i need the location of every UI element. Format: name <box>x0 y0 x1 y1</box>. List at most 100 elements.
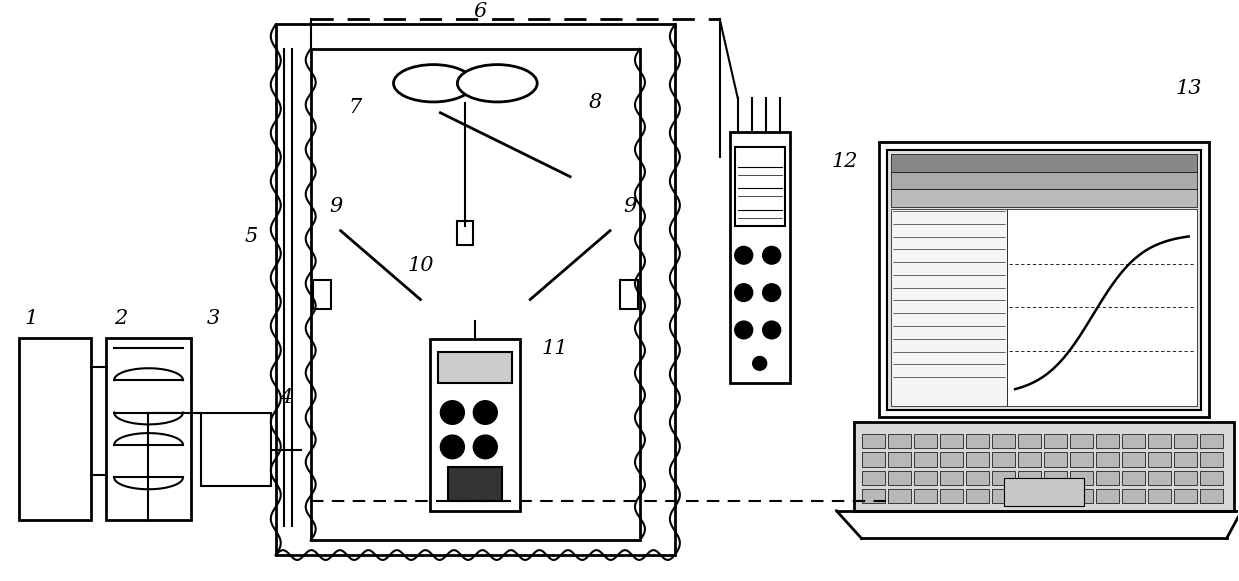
Text: 8: 8 <box>589 94 602 113</box>
Bar <box>862 453 886 467</box>
Text: 3: 3 <box>206 309 219 328</box>
Bar <box>107 338 191 519</box>
Text: 5: 5 <box>244 227 258 246</box>
Text: 1: 1 <box>25 309 38 328</box>
Bar <box>880 142 1209 417</box>
Circle shape <box>763 321 781 339</box>
Text: 13: 13 <box>1176 78 1202 98</box>
Bar <box>311 49 641 540</box>
Bar <box>1097 453 1119 467</box>
Bar <box>914 471 937 485</box>
Bar <box>1199 471 1223 485</box>
Bar <box>1199 453 1223 467</box>
Bar <box>914 489 937 503</box>
Bar <box>940 471 963 485</box>
Bar <box>940 489 963 503</box>
Bar <box>992 453 1015 467</box>
Bar <box>1018 453 1041 467</box>
Bar <box>1044 471 1067 485</box>
Bar <box>887 150 1201 410</box>
Bar <box>620 280 638 309</box>
Bar <box>862 489 886 503</box>
Bar <box>1173 453 1197 467</box>
Bar <box>1018 489 1041 503</box>
Bar <box>992 434 1015 449</box>
Bar <box>992 471 1015 485</box>
Bar <box>1121 453 1145 467</box>
Bar <box>457 221 473 245</box>
Bar <box>891 209 1007 406</box>
Text: 9: 9 <box>330 196 342 216</box>
Bar <box>1018 434 1041 449</box>
Bar <box>735 147 784 226</box>
Bar <box>888 471 912 485</box>
Ellipse shape <box>457 64 538 102</box>
Bar <box>1097 471 1119 485</box>
Circle shape <box>440 435 465 459</box>
Bar <box>1121 489 1145 503</box>
Bar <box>1097 489 1119 503</box>
Text: 4: 4 <box>279 388 292 407</box>
Circle shape <box>735 246 753 264</box>
Bar <box>888 453 912 467</box>
Bar <box>888 434 912 449</box>
Bar <box>1044 434 1067 449</box>
Bar <box>1007 209 1197 406</box>
Ellipse shape <box>394 64 473 102</box>
Text: 12: 12 <box>831 152 857 171</box>
Bar <box>1044 453 1067 467</box>
Bar <box>1147 489 1171 503</box>
Circle shape <box>473 435 497 459</box>
Bar <box>1173 471 1197 485</box>
Text: 6: 6 <box>473 2 487 21</box>
Bar <box>1070 471 1093 485</box>
Bar <box>1147 434 1171 449</box>
Bar <box>966 453 989 467</box>
Bar <box>940 434 963 449</box>
Text: 9: 9 <box>623 196 637 216</box>
Bar <box>1070 453 1093 467</box>
Bar <box>891 172 1197 189</box>
Text: 7: 7 <box>349 98 362 117</box>
Bar <box>992 489 1015 503</box>
Bar <box>1199 489 1223 503</box>
Bar <box>1097 434 1119 449</box>
Bar <box>276 24 675 555</box>
Bar <box>888 489 912 503</box>
Circle shape <box>440 401 465 424</box>
Bar <box>1018 471 1041 485</box>
Bar <box>1070 489 1093 503</box>
Bar <box>862 471 886 485</box>
Bar <box>891 189 1197 207</box>
Circle shape <box>735 284 753 302</box>
Circle shape <box>753 357 767 370</box>
Bar <box>312 280 331 309</box>
Bar <box>430 339 520 511</box>
Bar <box>1173 489 1197 503</box>
Text: 11: 11 <box>541 339 569 358</box>
Bar <box>914 453 937 467</box>
Bar <box>1044 489 1067 503</box>
Bar <box>855 422 1234 511</box>
Text: 2: 2 <box>114 309 128 328</box>
Bar <box>914 434 937 449</box>
Bar <box>449 467 502 501</box>
Bar <box>966 489 989 503</box>
Bar <box>1199 434 1223 449</box>
Bar <box>966 471 989 485</box>
Bar <box>1121 471 1145 485</box>
Bar <box>1173 434 1197 449</box>
Bar <box>966 434 989 449</box>
Bar <box>862 434 886 449</box>
Bar <box>1147 453 1171 467</box>
Bar <box>439 352 512 383</box>
Circle shape <box>763 246 781 264</box>
Bar <box>20 338 92 519</box>
Circle shape <box>763 284 781 302</box>
Bar <box>1121 434 1145 449</box>
Circle shape <box>735 321 753 339</box>
Bar <box>730 132 789 383</box>
Bar <box>891 154 1197 172</box>
Bar <box>1004 478 1084 506</box>
Bar <box>201 413 271 486</box>
